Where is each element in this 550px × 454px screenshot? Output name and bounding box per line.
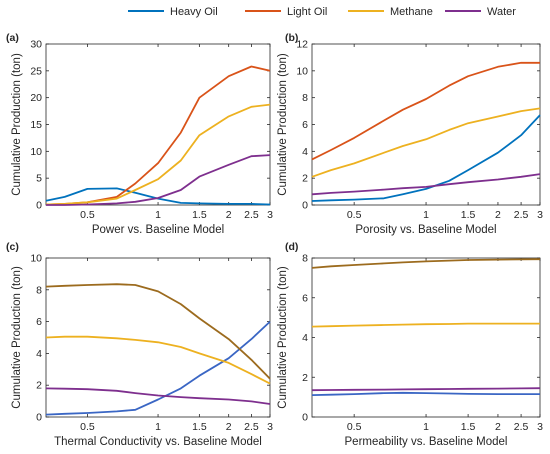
legend-label: Light Oil [287,6,327,18]
x-tick-label: 2 [495,209,501,221]
series-line-water [45,387,271,405]
panel-label: (d) [285,241,298,253]
x-tick-label: 0.5 [347,209,362,221]
x-tick-label: 2.5 [244,209,259,221]
x-axis-label: Thermal Conductivity vs. Baseline Model [54,436,262,448]
series-line-methane [45,103,271,206]
y-tick-label: 20 [30,92,42,104]
y-tick-label: 0 [302,200,308,212]
legend-label: Water [487,6,516,18]
x-tick-label: 1.5 [461,209,476,221]
y-axis-label: Cumulative Production (ton) [277,266,289,409]
x-tick-label: 2 [226,209,232,221]
chart-panel: 0.5 1 1.5 2 2.5 3 0 2 4 6 8 10 12 Porosity vs. Baseli… [277,32,543,236]
y-tick-label: 8 [36,284,42,296]
y-tick-label: 12 [296,39,308,51]
legend-entry: Methane [348,6,433,18]
panel-label: (c) [6,241,19,253]
series-line-light-oil [45,283,271,380]
x-axis-label: Power vs. Baseline Model [92,224,224,236]
x-tick-label: 1.5 [192,209,207,221]
series-line-light-oil [45,65,271,206]
chart-panel: 0.5 1 1.5 2 2.5 3 0 2 4 6 8 10 Thermal Conductivity … [6,241,273,448]
x-tick-label: 3 [267,421,273,433]
y-tick-label: 25 [30,65,42,77]
y-tick-label: 2 [36,380,42,392]
x-tick-label: 2.5 [514,209,529,221]
plot-area [45,43,271,206]
x-tick-label: 3 [537,209,543,221]
x-tick-label: 0.5 [80,209,95,221]
panel-label: (b) [285,32,298,44]
series-line-water [311,173,541,196]
y-tick-label: 6 [302,292,308,304]
series-line-light-oil [311,258,541,269]
series-line-heavy-oil [45,320,271,416]
series-line-methane [311,322,540,328]
y-tick-label: 2 [302,173,308,185]
y-tick-label: 8 [302,92,308,104]
x-tick-label: 3 [267,209,273,221]
y-tick-label: 5 [36,173,42,185]
series-line-heavy-oil [311,114,541,202]
y-axis-label: Cumulative Production (ton) [11,266,23,409]
x-tick-label: 3 [537,421,543,433]
y-axis-label: Cumulative Production (ton) [277,53,289,196]
y-tick-label: 8 [302,253,308,265]
y-tick-label: 10 [30,146,42,158]
x-tick-label: 2 [226,421,232,433]
y-tick-label: 6 [302,119,308,131]
y-tick-label: 4 [36,348,42,360]
x-tick-label: 1.5 [192,421,207,433]
legend-entry: Water [445,6,516,18]
y-tick-label: 0 [36,412,42,424]
x-tick-label: 2 [495,421,501,433]
y-tick-label: 30 [30,39,42,51]
x-tick-label: 1 [155,421,161,433]
y-axis-label: Cumulative Production (ton) [11,53,23,196]
y-tick-label: 10 [296,65,308,77]
x-tick-label: 1 [423,209,429,221]
x-tick-label: 2.5 [514,421,529,433]
y-tick-label: 6 [36,316,42,328]
y-tick-label: 2 [302,372,308,384]
x-tick-label: 2.5 [244,421,259,433]
x-tick-label: 1.5 [461,421,476,433]
x-tick-label: 0.5 [80,421,95,433]
x-tick-label: 1 [155,209,161,221]
series-line-water [46,154,271,206]
y-tick-label: 10 [30,253,42,265]
y-tick-label: 4 [302,332,308,344]
chart-panel: 0.5 1 1.5 2 2.5 3 0 2 4 6 8 Permeability vs. Baseli… [277,241,543,448]
x-axis-label: Porosity vs. Baseline Model [355,224,496,236]
x-tick-label: 1 [423,421,429,433]
series-line-methane [311,107,541,178]
y-tick-label: 0 [302,412,308,424]
series-line-water [311,387,541,392]
y-tick-label: 15 [30,119,42,131]
series-line-heavy-oil [311,391,540,396]
x-axis-label: Permeability vs. Baseline Model [345,436,508,448]
legend-label: Heavy Oil [170,6,218,18]
legend-entry: Heavy Oil [128,6,218,18]
x-tick-label: 0.5 [347,421,362,433]
series-line-methane [45,335,271,385]
legend: Heavy Oil Light Oil Methane Water [128,6,516,18]
y-tick-label: 4 [302,146,308,158]
panel-label: (a) [6,32,19,44]
series-line-light-oil [311,61,540,161]
legend-label: Methane [390,6,433,18]
legend-entry: Light Oil [245,6,327,18]
y-tick-label: 0 [36,200,42,212]
plot-area [311,43,541,206]
